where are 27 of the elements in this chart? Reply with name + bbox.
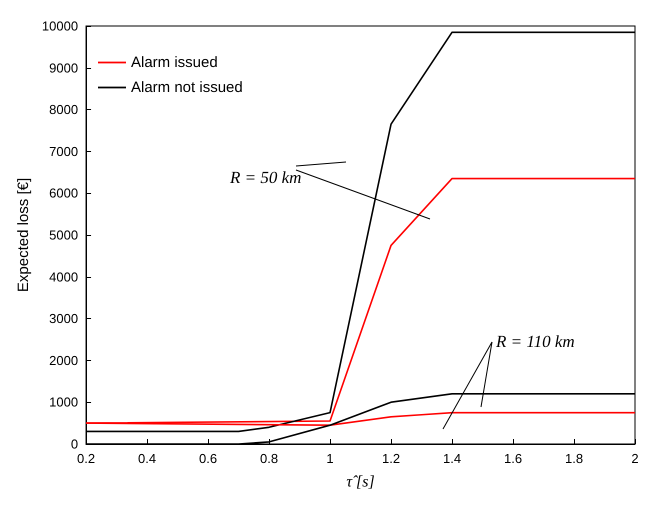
y-axis-title: Expected loss [€] [15, 178, 32, 292]
y-tick-label: 3000 [49, 311, 78, 326]
x-tick-label: 1.6 [504, 451, 522, 466]
y-tick-label: 4000 [49, 269, 78, 284]
x-tick-label: 0.2 [77, 451, 96, 466]
x-tick-label: 0.6 [199, 451, 218, 466]
y-tick-label: 7000 [49, 144, 78, 159]
x-tick-label: 1.2 [382, 451, 400, 466]
x-axis-title: τ̂ [s] [346, 474, 375, 490]
y-tick-label: 6000 [49, 186, 78, 201]
x-tick-label: 1.4 [442, 451, 462, 466]
legend-label: Alarm not issued [131, 79, 243, 96]
x-tick-label: 2 [631, 451, 639, 466]
x-tick-label: 0.8 [260, 451, 278, 466]
legend-label: Alarm issued [131, 54, 218, 71]
y-tick-label: 0 [70, 436, 78, 452]
annotation: R = 110 km [495, 332, 575, 351]
x-tick-label: 1 [326, 451, 334, 466]
y-tick-label: 10000 [42, 18, 78, 34]
y-tick-label: 2000 [49, 352, 78, 368]
x-tick-label: 0.4 [138, 451, 156, 466]
y-tick-label: 9000 [49, 60, 78, 76]
y-tick-label: 1000 [49, 394, 78, 410]
annotation: R = 50 km [229, 168, 302, 187]
x-tick-label: 1.8 [564, 451, 584, 466]
y-tick-label: 8000 [49, 102, 78, 118]
y-tick-label: 5000 [49, 228, 78, 242]
